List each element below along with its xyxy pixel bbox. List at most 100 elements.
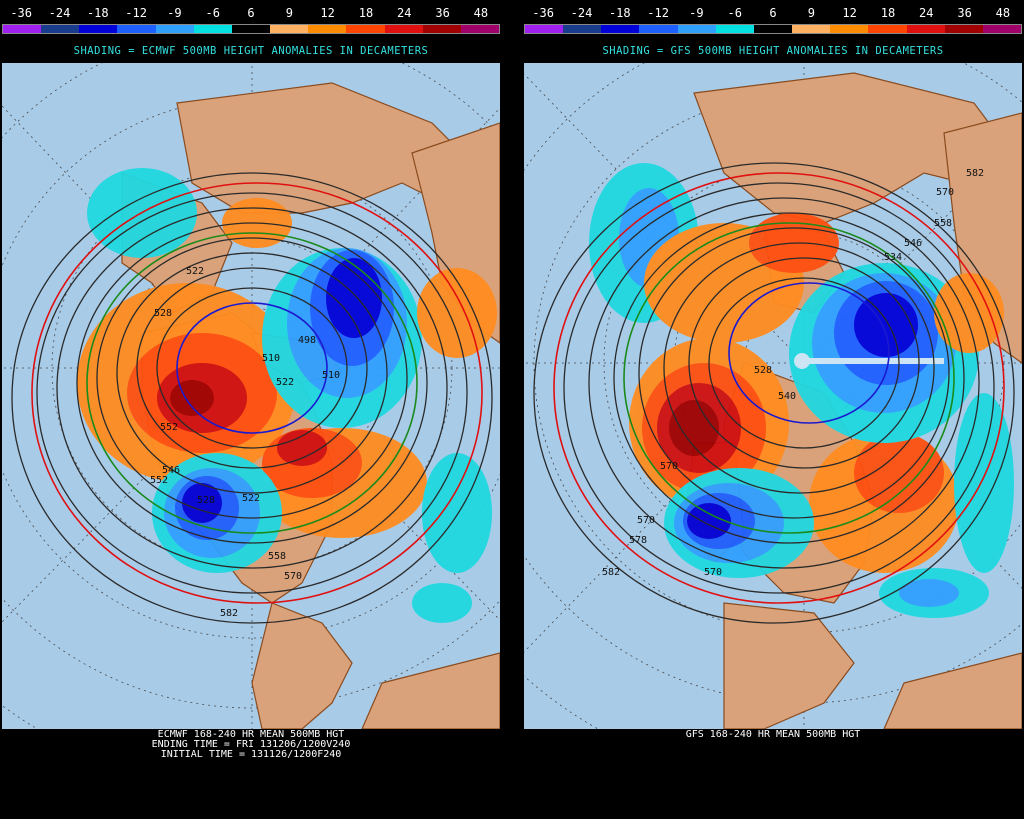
contour-label: 540: [778, 391, 796, 402]
scale-label: 24: [919, 6, 934, 20]
scale-label: 9: [807, 6, 815, 20]
scale-label: -6: [727, 6, 742, 20]
blue-contour: [176, 302, 328, 434]
scale-label: 24: [397, 6, 412, 20]
scale-swatch: [753, 25, 793, 33]
contour-label: 570: [936, 187, 954, 198]
contour-label: 582: [602, 567, 620, 578]
color-scale-bar: [524, 24, 1022, 34]
contour-labels: 582 570 558 546 534 528 540 570 570 570 …: [602, 168, 984, 578]
scale-swatch: [460, 25, 500, 33]
color-scale-labels: -36 -24 -18 -12 -9 -6 6 9 12 18 24 36 48: [2, 6, 500, 20]
contour-label: 546: [162, 465, 180, 476]
contour-label: 528: [754, 365, 772, 376]
scale-label: 48: [995, 6, 1011, 20]
height-contours: [11, 172, 493, 624]
scale-swatch: [906, 25, 945, 33]
scale-swatch: [79, 25, 118, 33]
blue-contour: [728, 282, 890, 424]
scale-swatch: [677, 25, 716, 33]
scale-label: -18: [86, 6, 109, 20]
missing-data-strip: [804, 358, 944, 364]
height-contours: [533, 162, 1015, 624]
scale-swatch: [270, 25, 309, 33]
scale-label: -36: [532, 6, 554, 20]
footer: GFS 168-240 HR MEAN 500MB HGT: [522, 730, 1024, 740]
contour-label: 528: [154, 308, 172, 319]
scale-swatch: [231, 25, 271, 33]
scale-label: 18: [880, 6, 896, 20]
contour-label: 522: [276, 377, 294, 388]
scale-label: 9: [285, 6, 293, 20]
color-scale-bar: [2, 24, 500, 34]
scale-label: -24: [48, 6, 71, 20]
ecmwf-map: 522 528 498 510 510 522 552 546 552 528 …: [2, 63, 500, 729]
footer-line: ENDING TIME = FRI 131206/1200V240: [151, 739, 351, 750]
red-contour: [553, 172, 1005, 604]
scale-label: -18: [608, 6, 631, 20]
scale-label: 48: [473, 6, 489, 20]
gfs-panel: -36 -24 -18 -12 -9 -6 6 9 12 18 24 36 48…: [522, 0, 1024, 819]
scale-label: 6: [769, 6, 777, 20]
contour-label: 582: [220, 608, 238, 619]
scale-swatch: [830, 25, 869, 33]
contour-label: 522: [186, 266, 204, 277]
scale-swatch: [563, 25, 602, 33]
scale-label: -12: [647, 6, 669, 20]
contour-label: 510: [322, 370, 340, 381]
scale-swatch: [384, 25, 423, 33]
scale-swatch: [601, 25, 640, 33]
contour-label: 534: [884, 252, 902, 263]
scale-swatch: [193, 25, 232, 33]
scale-swatch: [639, 25, 678, 33]
missing-data-pole: [794, 353, 810, 369]
contour-label: 528: [197, 495, 215, 506]
scale-swatch: [422, 25, 461, 33]
footer-line: GFS 168-240 HR MEAN 500MB HGT: [685, 729, 861, 740]
contour-label: 558: [934, 218, 952, 229]
gfs-map: 582 570 558 546 534 528 540 570 570 570 …: [524, 63, 1022, 729]
scale-label: 6: [247, 6, 255, 20]
contour-label: 578: [629, 535, 647, 546]
contour-label: 570: [704, 567, 722, 578]
scale-swatch: [41, 25, 80, 33]
contour-label: 558: [268, 551, 286, 562]
scale-label: 12: [842, 6, 857, 20]
shading-title: SHADING = ECMWF 500MB HEIGHT ANOMALIES I…: [73, 45, 429, 57]
scale-swatch: [346, 25, 385, 33]
contour-label: 546: [904, 238, 922, 249]
green-contour: [86, 232, 418, 534]
scale-label: 12: [320, 6, 335, 20]
scale-label: -36: [10, 6, 32, 20]
scale-label: -9: [167, 6, 182, 20]
contour-label: 522: [242, 493, 260, 504]
panel-divider: [502, 0, 522, 819]
contour-label: 570: [284, 571, 302, 582]
ecmwf-panel: -36 -24 -18 -12 -9 -6 6 9 12 18 24 36 48…: [0, 0, 502, 819]
scale-swatch: [525, 25, 564, 33]
contour-labels: 522 528 498 510 510 522 552 546 552 528 …: [150, 266, 340, 619]
scale-label: -9: [689, 6, 704, 20]
scale-swatch: [715, 25, 754, 33]
ecmwf-map-svg: 522 528 498 510 510 522 552 546 552 528 …: [2, 63, 500, 729]
scale-swatch: [944, 25, 983, 33]
contour-label: 510: [262, 353, 280, 364]
contour-label: 570: [637, 515, 655, 526]
scale-swatch: [155, 25, 194, 33]
contour-label: 552: [150, 475, 168, 486]
scale-label: -6: [205, 6, 220, 20]
green-contour: [623, 222, 955, 534]
scale-label: 36: [435, 6, 450, 20]
color-scale-labels: -36 -24 -18 -12 -9 -6 6 9 12 18 24 36 48: [524, 6, 1022, 20]
footer-line: ECMWF 168-240 HR MEAN 500MB HGT: [157, 729, 345, 740]
scale-swatch: [308, 25, 347, 33]
contour-label: 582: [966, 168, 984, 179]
footer: ECMWF 168-240 HR MEAN 500MB HGT ENDING T…: [0, 730, 502, 760]
contour-label: 498: [298, 335, 316, 346]
scale-swatch: [792, 25, 831, 33]
scale-swatch: [982, 25, 1022, 33]
scale-swatch: [117, 25, 156, 33]
scale-label: 36: [957, 6, 972, 20]
scale-label: 18: [358, 6, 374, 20]
footer-line: INITIAL TIME = 131126/1200F240: [160, 749, 342, 760]
